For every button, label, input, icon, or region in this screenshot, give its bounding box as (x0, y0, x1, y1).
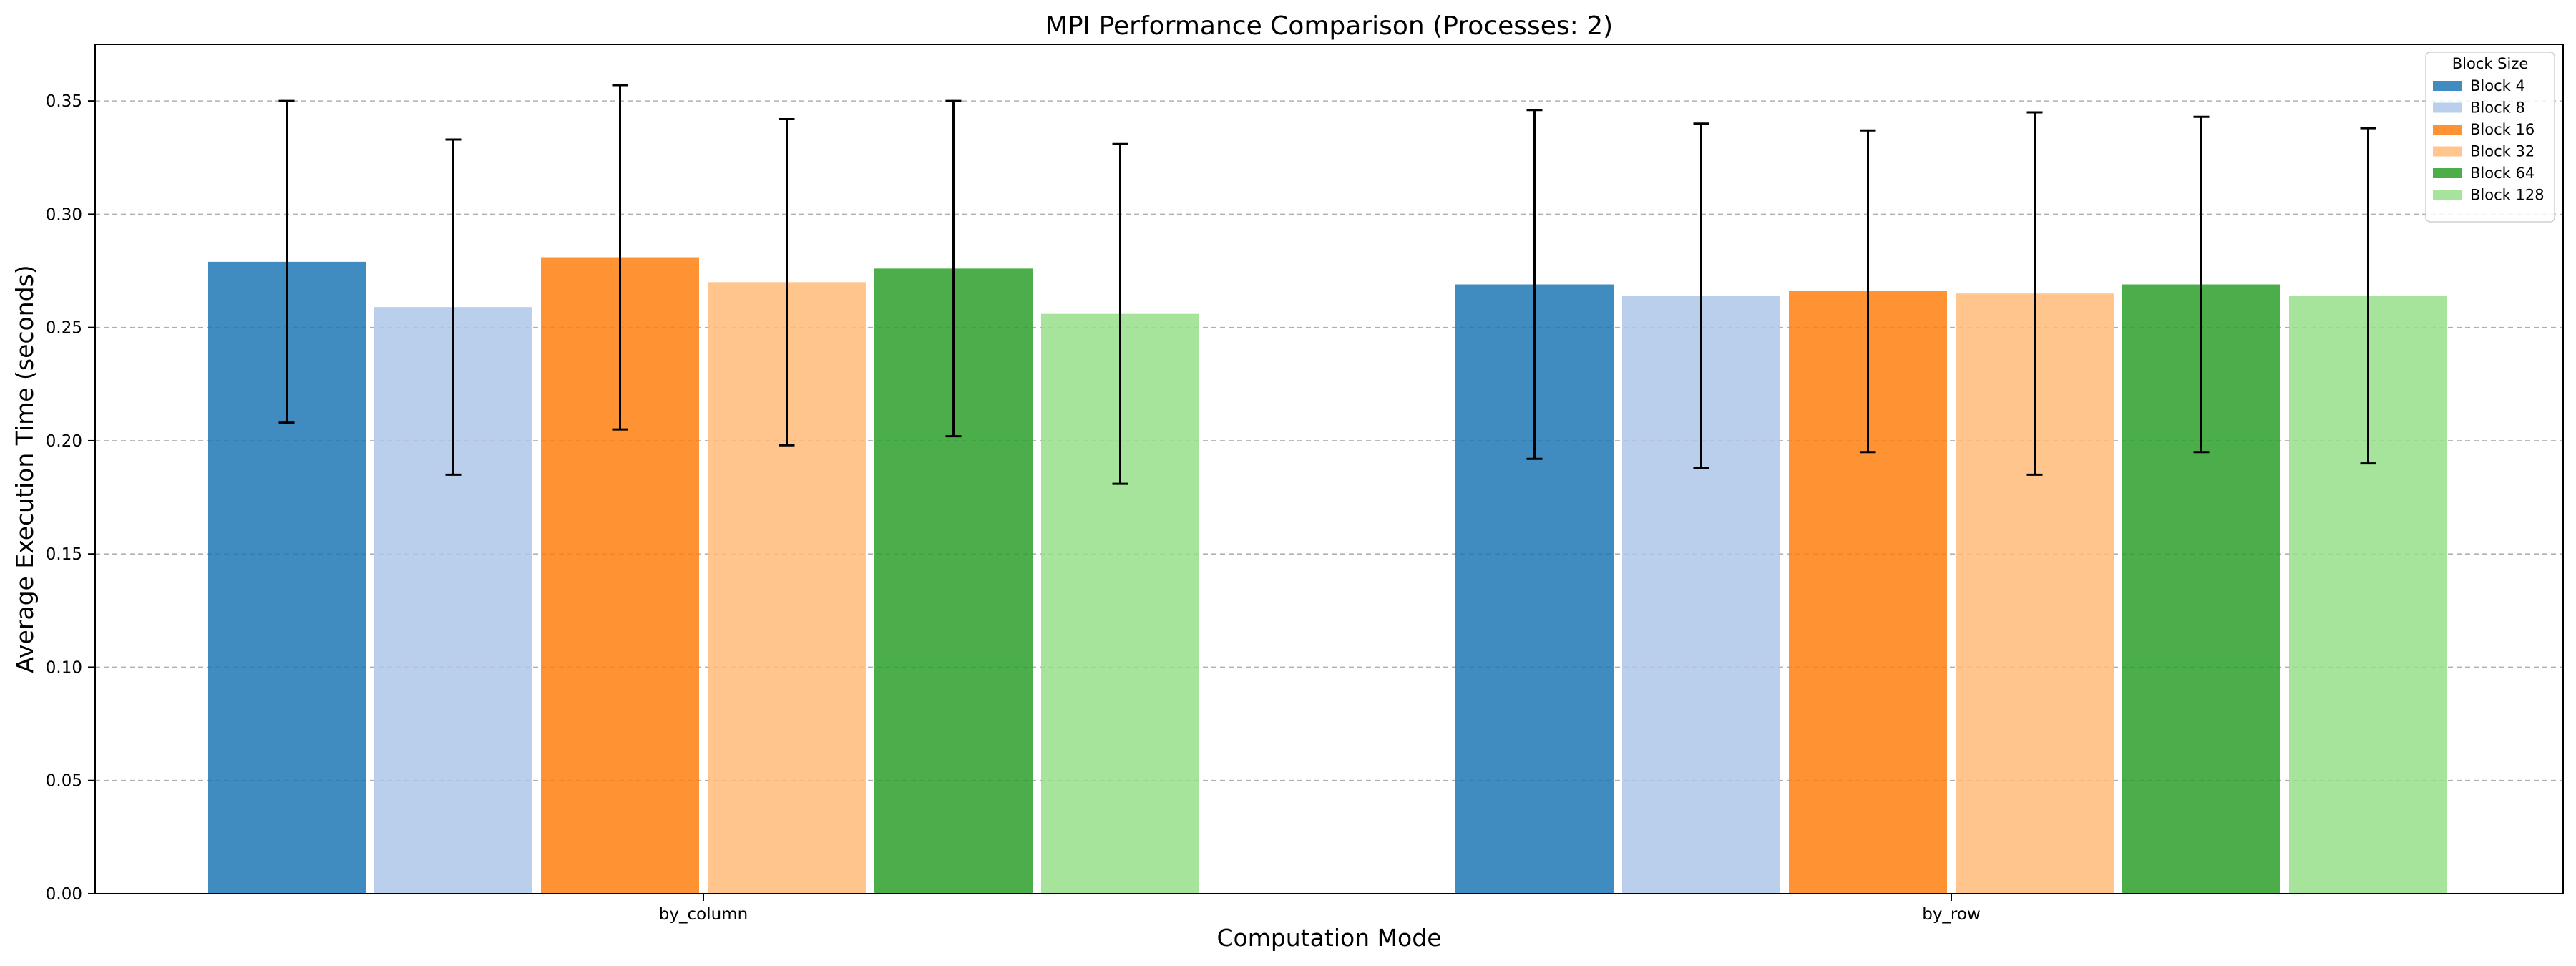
legend-swatch (2433, 168, 2462, 178)
legend: Block Size Block 4 Block 8 Block 16 Block 3… (2425, 52, 2555, 223)
x-tick-label: by_row (1922, 905, 1981, 924)
legend-label: Block 4 (2470, 77, 2525, 94)
plot-frame (94, 44, 2564, 894)
legend-label: Block 16 (2470, 121, 2534, 138)
y-tick-label: 0.25 (46, 319, 82, 338)
legend-title: Block Size (2452, 55, 2529, 72)
legend-swatch (2433, 102, 2462, 113)
legend-swatch (2433, 146, 2462, 157)
x-tick-label: by_column (659, 905, 748, 924)
y-tick-label: 0.05 (46, 772, 82, 791)
x-axis-label: Computation Mode (1216, 924, 1441, 952)
legend-swatch (2433, 81, 2462, 91)
y-tick-label: 0.20 (46, 432, 82, 451)
legend-label: Block 32 (2470, 143, 2534, 160)
y-tick-label: 0.10 (46, 658, 82, 677)
error-bars (278, 84, 2376, 485)
y-tick-label: 0.15 (46, 545, 82, 564)
legend-swatch (2433, 190, 2462, 200)
x-axis: by_column by_row (659, 894, 1981, 924)
y-axis: 0.00 0.05 0.10 0.15 0.20 0.25 0.30 0.35 (46, 92, 95, 904)
legend-swatch (2433, 125, 2462, 135)
legend-label: Block 8 (2470, 99, 2525, 117)
legend-box (2425, 52, 2555, 223)
chart-title: MPI Performance Comparison (Processes: 2… (1045, 11, 1613, 41)
y-axis-label: Average Execution Time (seconds) (11, 265, 39, 673)
y-tick-label: 0.30 (46, 205, 82, 224)
y-tick-label: 0.00 (46, 885, 82, 904)
legend-label: Block 64 (2470, 165, 2534, 182)
legend-label: Block 128 (2470, 187, 2545, 204)
y-tick-label: 0.35 (46, 92, 82, 111)
